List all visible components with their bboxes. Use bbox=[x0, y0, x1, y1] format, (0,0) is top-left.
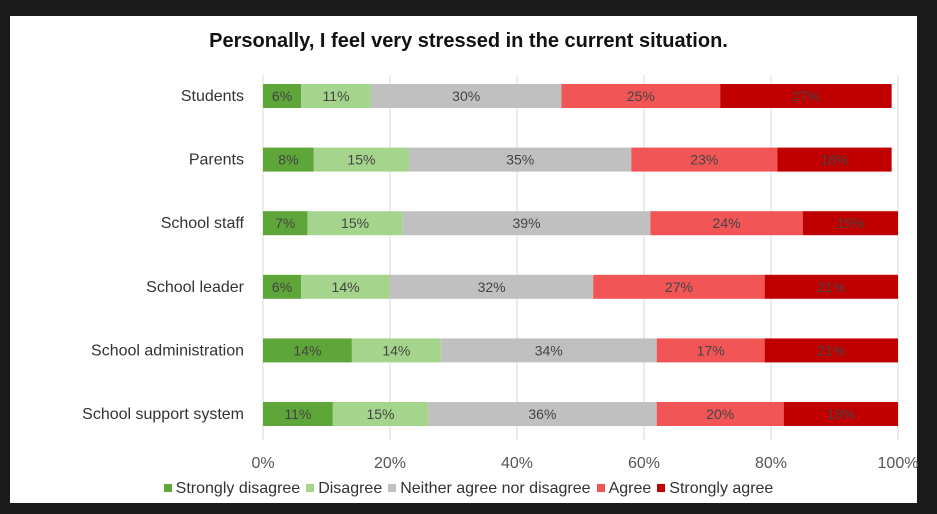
bar-segment bbox=[802, 211, 898, 236]
legend-label: Disagree bbox=[318, 480, 383, 497]
bar-segment bbox=[656, 338, 765, 363]
category-label: School administration bbox=[91, 342, 244, 359]
data-label: 11% bbox=[284, 406, 311, 422]
bar-segment bbox=[263, 274, 302, 299]
x-tick-label: 0% bbox=[251, 455, 274, 472]
data-label: 17% bbox=[697, 342, 725, 358]
data-label: 25% bbox=[627, 88, 655, 104]
x-tick-label: 40% bbox=[501, 455, 533, 472]
data-label: 23% bbox=[690, 152, 718, 168]
category-label: School leader bbox=[146, 279, 245, 296]
data-label: 21% bbox=[817, 342, 845, 358]
data-label: 6% bbox=[272, 279, 292, 295]
bar-segment bbox=[764, 338, 898, 363]
category-label: School support system bbox=[82, 406, 244, 423]
data-label: 8% bbox=[278, 152, 298, 168]
bar-segment bbox=[332, 402, 429, 426]
data-label: 15% bbox=[341, 215, 369, 231]
data-label: 14% bbox=[332, 279, 360, 295]
bar-segment bbox=[263, 211, 308, 236]
legend-swatch bbox=[388, 484, 397, 492]
legend: Strongly disagree Disagree Neither agree n… bbox=[0, 480, 937, 498]
data-label: 7% bbox=[275, 215, 295, 231]
category-label: School staff bbox=[161, 215, 245, 232]
bar-segment bbox=[263, 147, 314, 172]
data-label: 15% bbox=[836, 215, 864, 231]
x-tick-label: 100% bbox=[878, 455, 919, 472]
bar-segment bbox=[764, 274, 898, 299]
data-label: 27% bbox=[665, 279, 693, 295]
bar-segment bbox=[650, 211, 803, 236]
data-label: 30% bbox=[452, 88, 480, 104]
legend-label: Strongly disagree bbox=[175, 480, 301, 497]
data-label: 36% bbox=[528, 406, 556, 422]
legend-swatch bbox=[657, 484, 666, 492]
bar-segment bbox=[263, 402, 333, 426]
data-label: 11% bbox=[323, 88, 350, 104]
chart-title: Personally, I feel very stressed in the … bbox=[209, 30, 728, 52]
legend-item: Strongly disagree bbox=[163, 480, 301, 498]
bar-segment bbox=[409, 147, 632, 172]
x-tick-label: 20% bbox=[374, 455, 406, 472]
bar-segment bbox=[593, 274, 765, 299]
bar-segment bbox=[313, 147, 410, 172]
bar-segment bbox=[370, 84, 562, 108]
data-label: 18% bbox=[827, 406, 855, 422]
bar-segment bbox=[307, 211, 403, 236]
data-label: 15% bbox=[366, 406, 394, 422]
category-label: Parents bbox=[189, 152, 244, 169]
data-label: 35% bbox=[506, 152, 534, 168]
x-tick-label: 60% bbox=[628, 455, 660, 472]
data-label: 15% bbox=[347, 152, 375, 168]
bar-segment bbox=[428, 402, 657, 426]
bar-segment bbox=[656, 402, 784, 426]
bar-segment bbox=[263, 338, 352, 363]
data-label: 6% bbox=[272, 88, 292, 104]
data-label: 20% bbox=[706, 406, 734, 422]
bar-segment bbox=[390, 274, 594, 299]
bar-segment bbox=[301, 274, 390, 299]
bar-segment bbox=[440, 338, 657, 363]
data-label: 39% bbox=[513, 215, 541, 231]
legend-item: Disagree bbox=[306, 480, 382, 498]
legend-swatch bbox=[306, 484, 315, 492]
data-label: 14% bbox=[293, 342, 321, 358]
legend-label: Neither agree nor disagree bbox=[400, 480, 591, 497]
data-label: 32% bbox=[478, 279, 506, 295]
legend-label: Strongly agree bbox=[669, 480, 774, 497]
data-label: 24% bbox=[713, 215, 741, 231]
legend-item: Strongly agree bbox=[657, 480, 773, 498]
x-tick-label: 80% bbox=[755, 455, 787, 472]
bar-segment bbox=[351, 338, 441, 363]
bar-segment bbox=[777, 147, 892, 172]
legend-swatch bbox=[163, 484, 172, 492]
data-label: 14% bbox=[382, 342, 410, 358]
bar-segment bbox=[631, 147, 778, 172]
data-label: 21% bbox=[817, 279, 845, 295]
legend-item: Agree bbox=[596, 480, 652, 498]
bar-segment bbox=[783, 402, 898, 426]
bar-segment bbox=[561, 84, 721, 108]
legend-swatch bbox=[596, 484, 605, 492]
category-label: Students bbox=[181, 88, 244, 105]
legend-item: Neither agree nor disagree bbox=[388, 480, 591, 498]
legend-label: Agree bbox=[608, 480, 652, 497]
bar-segment bbox=[263, 84, 302, 108]
bar-segment bbox=[301, 84, 371, 108]
data-label: 18% bbox=[820, 152, 848, 168]
bar-segment bbox=[402, 211, 651, 236]
bar-segment bbox=[720, 84, 892, 108]
data-label: 27% bbox=[792, 88, 820, 104]
data-label: 34% bbox=[535, 342, 563, 358]
